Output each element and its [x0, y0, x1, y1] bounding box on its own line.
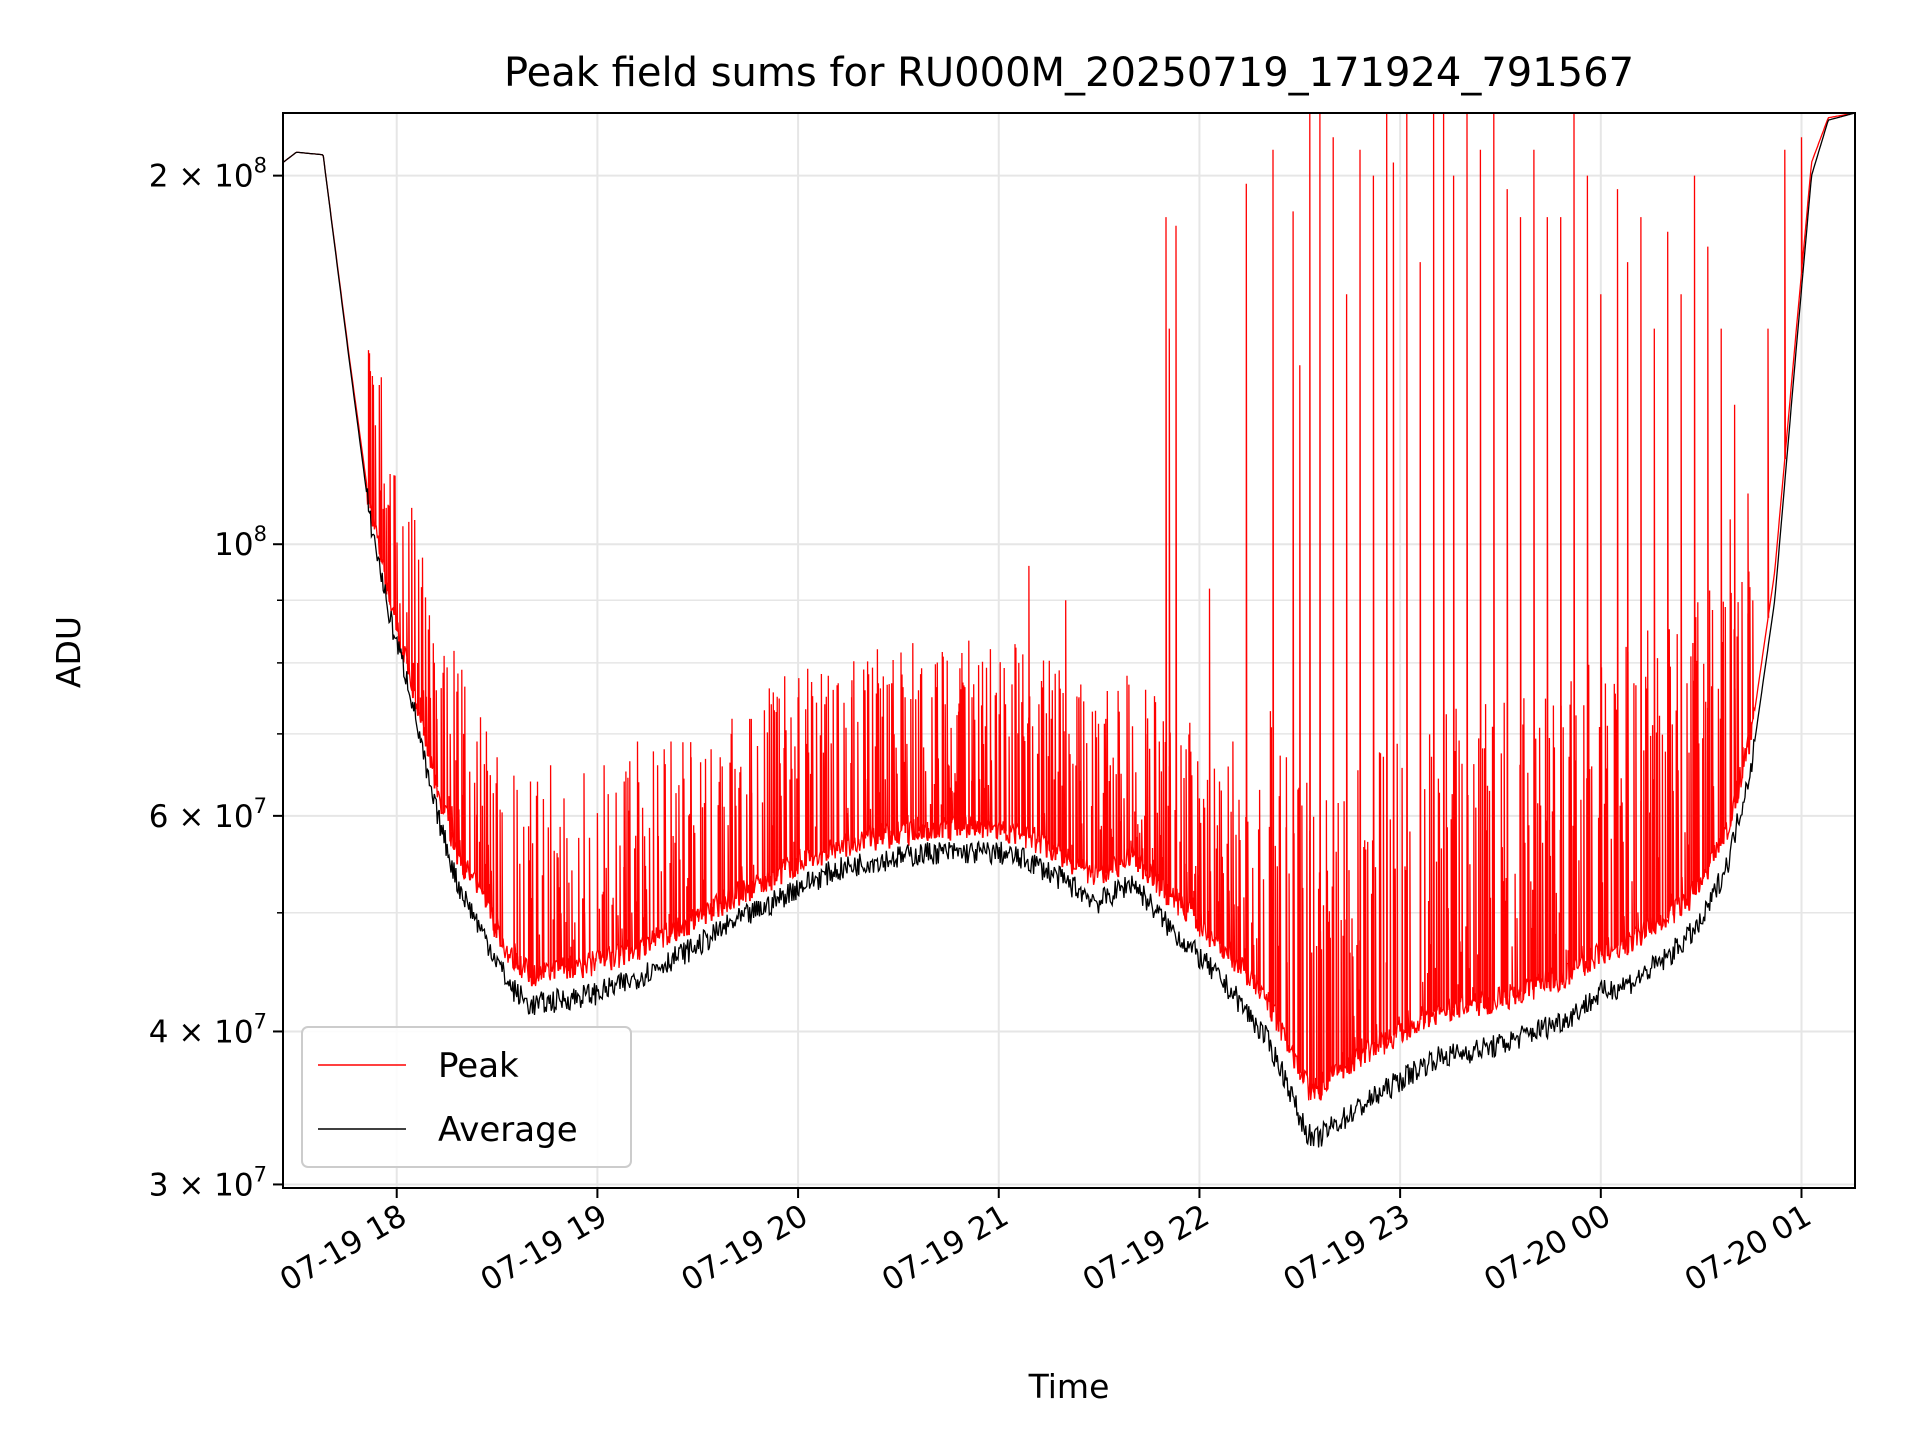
- y-tick-label: 4 × 107: [149, 1009, 267, 1050]
- y-axis-label: ADU: [49, 616, 88, 688]
- y-tick-label: 108: [214, 522, 267, 563]
- x-axis-label: Time: [1028, 1367, 1110, 1406]
- legend-average-label: Average: [438, 1110, 578, 1150]
- y-tick-label: 3 × 107: [149, 1162, 267, 1203]
- y-tick-label: 6 × 107: [149, 794, 267, 835]
- series-layer: [283, 113, 1855, 1148]
- y-tick-label: 2 × 108: [149, 154, 267, 195]
- peak-series-line: [283, 113, 1855, 1101]
- chart-title: Peak field sums for RU000M_20250719_1719…: [504, 50, 1634, 96]
- legend: Peak Average: [301, 1026, 632, 1168]
- legend-box: [301, 1026, 632, 1168]
- average-series-line: [283, 113, 1855, 1148]
- legend-peak-label: Peak: [438, 1046, 519, 1086]
- plot-frame: [282, 112, 1856, 1189]
